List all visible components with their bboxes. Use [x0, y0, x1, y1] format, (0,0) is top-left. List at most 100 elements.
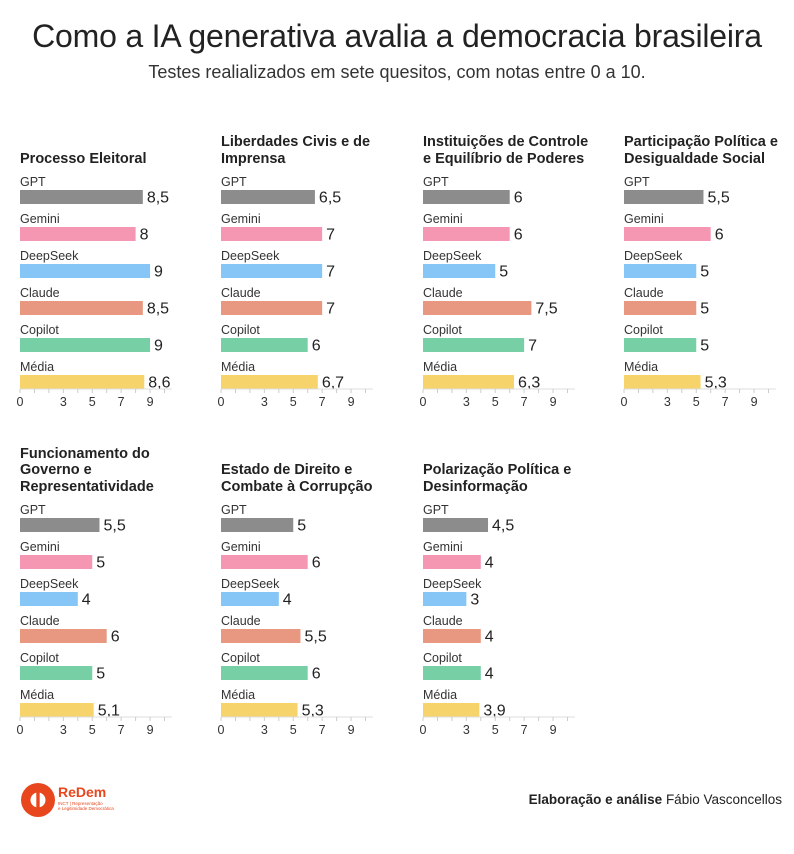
- category-label: Copilot: [423, 651, 462, 665]
- category-label: Claude: [221, 286, 261, 300]
- bar: [423, 555, 481, 569]
- x-tick-label: 9: [348, 723, 355, 737]
- value-label: 4: [485, 666, 494, 683]
- x-tick-label: 5: [290, 395, 297, 409]
- x-tick-label: 0: [17, 723, 24, 737]
- x-tick-label: 7: [118, 395, 125, 409]
- bar: [423, 666, 481, 680]
- category-label: GPT: [20, 503, 46, 517]
- bar: [624, 375, 701, 389]
- panel-title: Estado de Direito e Combate à Corrupção: [221, 462, 373, 495]
- bar: [20, 555, 93, 569]
- chart-title: Como a IA generativa avalia a democracia…: [32, 18, 762, 54]
- panel-polarizacao-politica: Polarização Política e Desinformação GPT…: [420, 430, 593, 750]
- value-label: 7: [326, 264, 335, 281]
- value-label: 7,5: [535, 301, 557, 318]
- bar: [624, 338, 697, 352]
- category-label: Média: [423, 360, 457, 374]
- value-label: 6: [514, 227, 523, 244]
- value-label: 7: [528, 338, 537, 355]
- x-tick-label: 9: [147, 395, 154, 409]
- category-label: Média: [221, 360, 255, 374]
- panel-funcionamento-governo: Funcionamento do Governo e Representativ…: [17, 430, 190, 750]
- category-label: Média: [423, 688, 457, 702]
- panel-title: Funcionamento do Governo e Representativ…: [20, 445, 154, 495]
- category-label: Gemini: [20, 540, 60, 554]
- chart-subtitle: Testes realializados em sete quesitos, c…: [148, 62, 646, 82]
- bar: [221, 227, 323, 241]
- value-label: 5: [700, 264, 709, 281]
- value-label: 5: [700, 301, 709, 318]
- x-tick-label: 7: [722, 395, 729, 409]
- value-label: 9: [154, 264, 163, 281]
- value-label: 5: [297, 518, 306, 535]
- bar: [624, 227, 711, 241]
- value-label: 3: [470, 592, 479, 609]
- bar: [20, 592, 78, 606]
- bar: [221, 592, 279, 606]
- x-tick-label: 5: [89, 723, 96, 737]
- bar: [423, 703, 480, 717]
- category-label: Copilot: [20, 651, 59, 665]
- bar: [20, 338, 151, 352]
- bar: [20, 301, 143, 315]
- bar: [20, 190, 143, 204]
- x-tick-label: 7: [319, 395, 326, 409]
- value-label: 6: [715, 227, 724, 244]
- value-label: 5: [700, 338, 709, 355]
- bar-chart: GPT 6 Gemini 6 DeepSeek 5 Claude 7,5 Copilot 7 Méd…: [420, 175, 575, 409]
- category-label: Média: [221, 688, 255, 702]
- bar: [221, 301, 323, 315]
- value-label: 6: [312, 338, 321, 355]
- value-label: 5,5: [707, 190, 729, 207]
- x-tick-label: 0: [420, 395, 427, 409]
- value-label: 5,3: [705, 375, 727, 392]
- bar: [423, 190, 510, 204]
- bar: [423, 518, 489, 532]
- category-label: Claude: [20, 286, 60, 300]
- x-tick-label: 3: [463, 395, 470, 409]
- value-label: 7: [326, 227, 335, 244]
- panel-title: Participação Política e Desigualdade Soc…: [624, 134, 778, 167]
- category-label: Média: [20, 360, 54, 374]
- panel-title: Instituições de Controle e Equilíbrio de…: [423, 134, 589, 167]
- bar: [20, 518, 100, 532]
- value-label: 8,5: [147, 301, 169, 318]
- svg-text:e Legitimidade Democrática: e Legitimidade Democrática: [58, 806, 114, 811]
- value-label: 5,5: [304, 629, 326, 646]
- bar: [20, 629, 107, 643]
- category-label: Média: [20, 688, 54, 702]
- value-label: 6,5: [319, 190, 341, 207]
- bar-chart: GPT 6,5 Gemini 7 DeepSeek 7 Claude 7 Copilot 6 Méd…: [218, 175, 373, 409]
- value-label: 9: [154, 338, 163, 355]
- bar: [624, 301, 697, 315]
- bar: [20, 703, 94, 717]
- value-label: 5: [96, 666, 105, 683]
- x-tick-label: 0: [420, 723, 427, 737]
- x-tick-label: 0: [218, 395, 225, 409]
- value-label: 6: [312, 666, 321, 683]
- bar: [20, 375, 145, 389]
- x-tick-label: 3: [261, 723, 268, 737]
- x-tick-label: 3: [664, 395, 671, 409]
- category-label: Gemini: [20, 212, 60, 226]
- category-label: GPT: [221, 503, 247, 517]
- category-label: Claude: [423, 614, 463, 628]
- x-tick-label: 9: [147, 723, 154, 737]
- category-label: DeepSeek: [20, 577, 79, 591]
- panel-participacao-politica: Participação Política e Desigualdade Soc…: [621, 102, 794, 422]
- category-label: Copilot: [624, 323, 663, 337]
- bar: [423, 592, 467, 606]
- value-label: 8: [140, 227, 149, 244]
- category-label: DeepSeek: [423, 249, 482, 263]
- value-label: 5,3: [302, 703, 324, 720]
- x-tick-label: 7: [319, 723, 326, 737]
- panel-title: Processo Eleitoral: [20, 150, 147, 167]
- x-tick-label: 0: [17, 395, 24, 409]
- bar: [20, 264, 151, 278]
- value-label: 4: [283, 592, 292, 609]
- category-label: GPT: [423, 503, 449, 517]
- value-label: 5: [499, 264, 508, 281]
- bar: [221, 629, 301, 643]
